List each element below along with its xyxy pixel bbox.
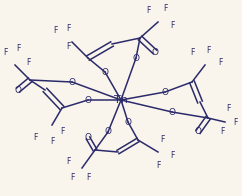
Text: F: F	[33, 133, 37, 142]
Text: F: F	[218, 57, 222, 66]
Text: F: F	[226, 103, 230, 113]
Text: O: O	[84, 133, 91, 142]
Text: F: F	[66, 24, 70, 33]
Text: O: O	[168, 107, 175, 116]
Text: F: F	[160, 135, 164, 144]
Text: F: F	[220, 128, 224, 136]
Text: O: O	[195, 128, 202, 136]
Text: Th: Th	[114, 95, 128, 105]
Text: F: F	[190, 47, 194, 56]
Text: F: F	[233, 117, 237, 126]
Text: O: O	[161, 87, 168, 96]
Text: O: O	[101, 67, 108, 76]
Text: O: O	[84, 95, 91, 104]
Text: F: F	[66, 42, 70, 51]
Text: F: F	[3, 47, 7, 56]
Text: F: F	[170, 151, 174, 160]
Text: F: F	[26, 57, 30, 66]
Text: F: F	[16, 44, 20, 53]
Text: O: O	[15, 85, 22, 94]
Text: F: F	[53, 25, 57, 34]
Text: F: F	[86, 173, 90, 182]
Text: F: F	[50, 138, 54, 146]
Text: O: O	[133, 54, 139, 63]
Text: F: F	[163, 4, 167, 13]
Text: F: F	[66, 158, 70, 166]
Text: F: F	[170, 21, 174, 30]
Text: F: F	[70, 173, 74, 182]
Text: O: O	[124, 117, 131, 126]
Text: O: O	[68, 77, 76, 86]
Text: F: F	[60, 128, 64, 136]
Text: F: F	[206, 45, 210, 54]
Text: O: O	[151, 47, 159, 56]
Text: F: F	[156, 161, 160, 170]
Text: O: O	[105, 128, 112, 136]
Text: F: F	[146, 5, 150, 15]
